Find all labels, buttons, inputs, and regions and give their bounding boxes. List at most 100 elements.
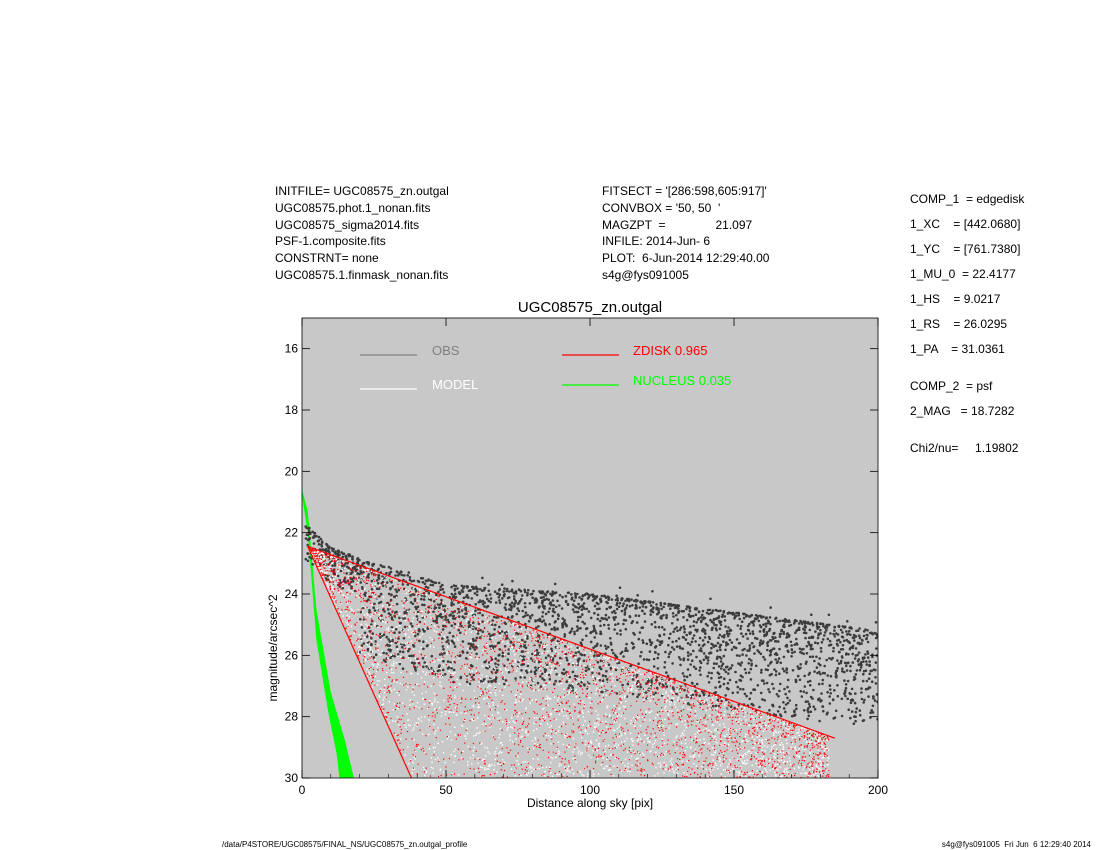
obs-point	[328, 551, 331, 554]
model-point	[567, 769, 569, 772]
model-point	[716, 721, 719, 723]
obs-point	[658, 633, 661, 637]
obs-point	[362, 642, 366, 645]
obs-point	[675, 692, 678, 696]
obs-point	[441, 653, 444, 656]
model-point	[669, 760, 672, 762]
obs-point	[361, 562, 365, 565]
model-point	[430, 623, 433, 625]
obs-point	[406, 574, 410, 577]
model-point	[736, 759, 739, 761]
model-point	[455, 626, 458, 628]
model-point	[465, 632, 467, 634]
model-point	[665, 692, 667, 695]
model-point	[609, 656, 611, 658]
model-point	[821, 742, 823, 745]
obs-point	[484, 594, 488, 597]
obs-point	[829, 692, 832, 695]
model-point	[761, 749, 763, 751]
model-point	[470, 612, 473, 614]
obs-point	[772, 687, 775, 690]
model-point	[570, 654, 572, 656]
obs-point	[552, 604, 555, 607]
model-point	[462, 606, 465, 609]
obs-point	[410, 654, 413, 658]
obs-point	[514, 601, 517, 604]
model-point	[486, 696, 489, 699]
obs-point	[686, 651, 690, 654]
model-point	[797, 731, 800, 734]
model-point	[415, 660, 417, 663]
obs-point	[563, 633, 567, 636]
model-point	[433, 692, 435, 695]
model-point	[412, 587, 414, 589]
obs-point	[561, 595, 564, 599]
model-point	[374, 658, 376, 661]
model-point	[711, 747, 714, 749]
model-point	[491, 708, 493, 711]
model-point	[822, 756, 824, 759]
model-point	[606, 658, 608, 660]
model-point	[428, 672, 431, 674]
model-point	[467, 684, 469, 686]
model-point	[643, 754, 645, 756]
model-point	[442, 663, 445, 666]
obs-point	[836, 659, 839, 662]
obs-point	[844, 683, 848, 686]
model-point	[331, 597, 333, 600]
obs-point	[623, 611, 627, 614]
model-point	[742, 709, 744, 712]
obs-point	[774, 636, 777, 639]
model-point	[341, 568, 344, 570]
model-point	[747, 740, 749, 742]
obs-point	[534, 619, 537, 622]
model-point	[505, 633, 508, 635]
obs-point	[536, 681, 540, 685]
model-point	[326, 569, 328, 571]
model-point	[388, 701, 390, 703]
model-point	[708, 714, 711, 717]
obs-point	[624, 627, 628, 631]
model-point	[715, 719, 717, 722]
model-point	[599, 688, 601, 691]
model-point	[642, 716, 644, 718]
model-point	[561, 640, 563, 642]
model-point	[670, 680, 672, 682]
model-point	[374, 587, 376, 590]
model-point	[648, 688, 650, 691]
obs-point	[763, 682, 766, 685]
obs-point	[844, 689, 847, 692]
obs-point	[762, 640, 765, 643]
model-point	[666, 742, 668, 744]
obs-point	[605, 669, 608, 673]
obs-point	[460, 584, 464, 588]
model-point	[392, 628, 395, 630]
model-point	[804, 738, 806, 741]
model-point	[376, 608, 379, 610]
model-point	[669, 703, 671, 705]
model-point	[316, 551, 319, 553]
model-point	[710, 731, 712, 733]
obs-point	[776, 660, 780, 663]
model-point	[751, 764, 753, 766]
model-point	[467, 761, 469, 763]
model-point	[758, 766, 761, 768]
model-point	[324, 572, 326, 574]
obs-point	[583, 607, 586, 610]
obs-point	[384, 660, 387, 663]
model-point	[440, 685, 442, 688]
model-point	[667, 682, 669, 685]
obs-point	[667, 636, 671, 640]
obs-point	[418, 639, 421, 643]
model-point	[526, 774, 528, 776]
obs-point	[765, 616, 768, 620]
model-point	[629, 770, 631, 773]
model-point	[357, 653, 360, 655]
obs-point	[872, 695, 875, 698]
model-point	[361, 589, 363, 592]
model-point	[344, 596, 346, 598]
model-point	[452, 711, 455, 713]
model-point	[372, 604, 374, 606]
obs-point	[591, 595, 595, 598]
obs-point	[505, 589, 509, 593]
